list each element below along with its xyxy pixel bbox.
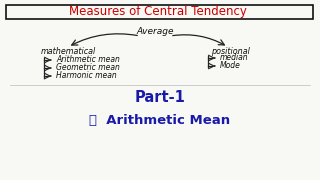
- Text: Mode: Mode: [220, 62, 241, 71]
- Text: Geometric mean: Geometric mean: [56, 64, 120, 73]
- Text: median: median: [220, 53, 249, 62]
- Text: Average: Average: [136, 28, 174, 37]
- Text: mathematical: mathematical: [40, 46, 96, 55]
- Text: Measures of Central Tendency: Measures of Central Tendency: [69, 4, 247, 17]
- Text: Harmonic mean: Harmonic mean: [56, 71, 117, 80]
- Text: Part-1: Part-1: [135, 91, 185, 105]
- Text: positional: positional: [211, 46, 249, 55]
- Text: Arithmetic mean: Arithmetic mean: [56, 55, 120, 64]
- Text: ⎗  Arithmetic Mean: ⎗ Arithmetic Mean: [89, 114, 231, 127]
